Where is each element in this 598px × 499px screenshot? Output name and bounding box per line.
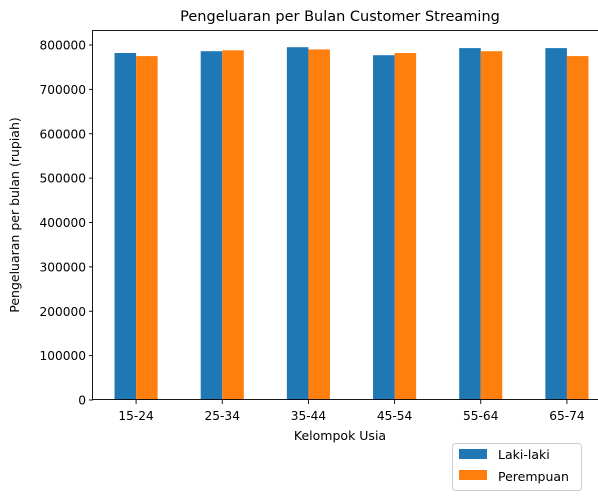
x-tick-label: 65-74 bbox=[549, 409, 585, 423]
x-axis-ticks: 15-24 25-34 35-44 45-54 55-64 65-74 bbox=[118, 400, 585, 423]
y-tick-label: 400000 bbox=[39, 216, 86, 230]
bar-laki-laki-25-34 bbox=[200, 51, 223, 401]
bars-group bbox=[114, 47, 589, 401]
y-axis-ticks: 0 100000 200000 300000 400000 500000 600000 700… bbox=[39, 39, 93, 408]
bar-perempuan-15-24 bbox=[136, 56, 158, 401]
y-tick-label: 600000 bbox=[39, 127, 86, 141]
x-tick-label: 15-24 bbox=[118, 409, 154, 423]
y-tick-label: 800000 bbox=[39, 39, 86, 53]
chart-title: Pengeluaran per Bulan Customer Streaming bbox=[180, 9, 500, 25]
y-tick-label: 700000 bbox=[39, 83, 86, 97]
x-axis-label: Kelompok Usia bbox=[294, 428, 386, 443]
y-tick-label: 0 bbox=[78, 394, 86, 408]
bar-perempuan-65-74 bbox=[566, 56, 589, 401]
x-tick-label: 25-34 bbox=[205, 409, 241, 423]
x-tick-label: 55-64 bbox=[463, 409, 499, 423]
y-tick-label: 500000 bbox=[39, 172, 86, 186]
bar-laki-laki-45-54 bbox=[373, 55, 395, 401]
x-tick-label: 45-54 bbox=[377, 409, 413, 423]
bar-laki-laki-65-74 bbox=[545, 48, 567, 401]
x-tick-label: 35-44 bbox=[291, 409, 327, 423]
y-tick-label: 200000 bbox=[39, 305, 86, 319]
legend-label-perempuan: Perempuan bbox=[498, 469, 569, 484]
legend-swatch-perempuan bbox=[459, 470, 487, 480]
bar-laki-laki-15-24 bbox=[114, 52, 137, 401]
bar-perempuan-25-34 bbox=[222, 50, 244, 400]
bar-laki-laki-55-64 bbox=[459, 48, 481, 401]
plot-frame bbox=[92, 30, 598, 400]
legend-label-laki-laki: Laki-laki bbox=[498, 447, 550, 462]
bar-perempuan-45-54 bbox=[394, 52, 417, 401]
bar-perempuan-55-64 bbox=[480, 51, 503, 401]
y-axis-label: Pengeluaran per bulan (rupiah) bbox=[7, 117, 22, 313]
legend-swatch-laki-laki bbox=[459, 449, 487, 459]
bar-laki-laki-35-44 bbox=[286, 47, 309, 400]
y-tick-label: 100000 bbox=[39, 349, 86, 363]
legend: Laki-laki Perempuan bbox=[452, 443, 582, 491]
y-tick-label: 300000 bbox=[39, 260, 86, 274]
bar-perempuan-35-44 bbox=[308, 49, 330, 400]
